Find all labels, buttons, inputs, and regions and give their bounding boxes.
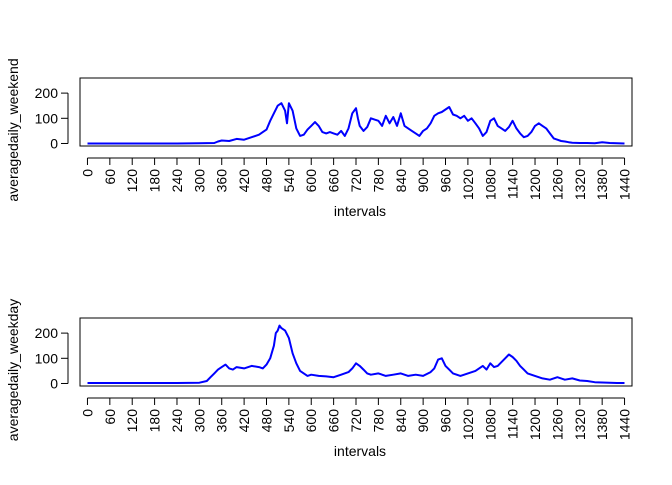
x-tick-label: 180 <box>147 409 163 433</box>
x-tick-label: 480 <box>258 409 274 433</box>
x-tick-label: 360 <box>214 169 230 193</box>
x-tick-label: 300 <box>191 409 207 433</box>
x-tick-label: 60 <box>102 409 118 425</box>
x-tick-label: 1440 <box>617 409 633 440</box>
x-tick-label: 420 <box>236 169 252 193</box>
plot-box-weekday <box>79 317 633 387</box>
x-tick-label: 360 <box>214 409 230 433</box>
series-line-weekend <box>87 102 625 145</box>
panel-weekend: 0 60 120 180 240 300 360 420 480 540 600 660 720 780 8… <box>5 58 633 219</box>
x-tick-label: 540 <box>281 409 297 433</box>
x-tick-label: 1260 <box>549 409 565 440</box>
x-tick-label: 1380 <box>594 169 610 200</box>
x-tick-label: 60 <box>102 169 118 185</box>
x-tick-label: 420 <box>236 409 252 433</box>
x-tick-label: 720 <box>348 169 364 193</box>
x-tick-label: 240 <box>169 409 185 433</box>
x-tick-label: 1140 <box>505 409 521 439</box>
x-tick-label: 720 <box>348 409 364 433</box>
x-tick-label: 960 <box>438 409 454 433</box>
x-tick-label: 960 <box>438 169 454 193</box>
x-tick-label: 1200 <box>527 409 543 440</box>
y-axis-label: averagedaily_weekday <box>5 299 21 441</box>
x-tick-label: 840 <box>393 409 409 433</box>
x-tick-label: 120 <box>124 169 140 193</box>
x-tick-label: 900 <box>415 409 431 433</box>
x-tick-label: 0 <box>79 169 95 177</box>
x-tick-label: 1080 <box>482 169 498 200</box>
y-tick-label: 0 <box>50 375 58 391</box>
x-tick-label: 240 <box>169 169 185 193</box>
x-tick-label: 1020 <box>460 169 476 200</box>
panel-weekday: 0 60 120 180 240 300 360 420 480 540 600 660 720 780 8… <box>5 299 633 459</box>
x-tick-label: 0 <box>79 409 95 417</box>
x-tick-label: 1320 <box>572 169 588 200</box>
y-tick-label: 100 <box>35 110 59 126</box>
x-tick-label: 1320 <box>572 409 588 440</box>
x-tick-label: 300 <box>191 169 207 193</box>
x-axis-label: intervals <box>334 443 386 459</box>
x-tick-label: 180 <box>147 169 163 193</box>
x-tick-label: 480 <box>258 169 274 193</box>
y-tick-label: 0 <box>50 135 58 151</box>
x-tick-label: 1380 <box>594 409 610 440</box>
x-tick-label: 780 <box>370 409 386 433</box>
x-tick-label: 1080 <box>482 409 498 440</box>
x-tick-label: 840 <box>393 169 409 193</box>
x-tick-label: 1200 <box>527 169 543 200</box>
plot-box-weekend <box>79 77 633 147</box>
x-tick-label: 1020 <box>460 409 476 440</box>
x-tick-label: 600 <box>303 409 319 433</box>
x-tick-label: 600 <box>303 169 319 193</box>
x-tick-label: 900 <box>415 169 431 193</box>
y-axis-label: averagedaily_weekend <box>5 58 21 201</box>
x-tick-label: 660 <box>326 409 342 433</box>
x-tick-label: 1260 <box>549 169 565 200</box>
x-tick-label: 780 <box>370 169 386 193</box>
y-tick-label: 200 <box>35 85 59 101</box>
x-tick-label: 540 <box>281 169 297 193</box>
x-tick-label: 1440 <box>617 169 633 200</box>
y-tick-label: 100 <box>35 350 59 366</box>
y-tick-label: 200 <box>35 325 59 341</box>
x-tick-label: 120 <box>124 409 140 433</box>
x-tick-label: 660 <box>326 169 342 193</box>
x-tick-label: 1140 <box>505 169 521 199</box>
series-line-weekday <box>87 324 625 384</box>
x-axis-label: intervals <box>334 203 386 219</box>
